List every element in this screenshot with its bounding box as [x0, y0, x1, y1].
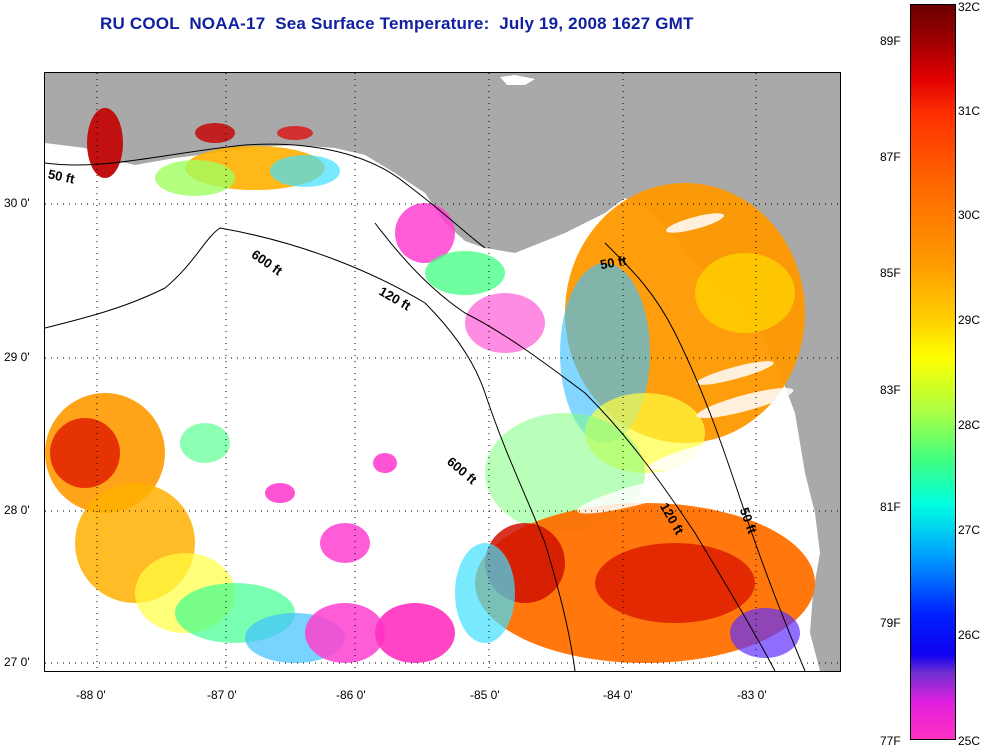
colorbar-label-31c: 31C: [958, 104, 981, 118]
lat-label-30: 30 0': [4, 196, 30, 210]
depth-contours: [45, 143, 806, 671]
colorbar-label-87f: 87F: [880, 150, 901, 164]
colorbar-label-30c: 30C: [958, 208, 981, 222]
temperature-colorbar: [910, 4, 956, 740]
lon-label-86: -86 0': [336, 688, 366, 702]
lat-label-29: 29 0': [4, 350, 30, 364]
colorbar-label-81f: 81F: [880, 500, 901, 514]
colorbar-label-29c: 29C: [958, 313, 981, 327]
lat-label-28: 28 0': [4, 503, 30, 517]
colorbar-label-77f: 77F: [880, 734, 901, 748]
lon-label-84: -84 0': [603, 688, 633, 702]
colorbar-label-83f: 83F: [880, 383, 901, 397]
colorbar-label-26c: 26C: [958, 628, 981, 642]
land-mass: [45, 73, 840, 671]
map-title: RU COOL NOAA-17 Sea Surface Temperature:…: [100, 14, 694, 33]
cloud-streaks: [577, 213, 794, 514]
colorbar-label-79f: 79F: [880, 616, 901, 630]
inland-water: [500, 75, 535, 85]
colorbar-label-27c: 27C: [958, 523, 981, 537]
grid-lines: [45, 73, 840, 671]
colorbar-label-25c: 25C: [958, 734, 981, 748]
lon-label-88: -88 0': [76, 688, 106, 702]
sst-map: 50 ft 600 ft 120 ft 50 ft 600 ft 120 ft …: [44, 72, 841, 672]
lat-label-27: 27 0': [4, 655, 30, 669]
sst-pixels: [45, 108, 815, 663]
colorbar-label-32c: 32C: [958, 0, 981, 14]
lon-label-85: -85 0': [470, 688, 500, 702]
colorbar-label-89f: 89F: [880, 34, 901, 48]
lon-label-83: -83 0': [737, 688, 767, 702]
colorbar-label-28c: 28C: [958, 418, 981, 432]
colorbar-label-85f: 85F: [880, 266, 901, 280]
lon-label-87: -87 0': [207, 688, 237, 702]
map-canvas: [45, 73, 840, 671]
